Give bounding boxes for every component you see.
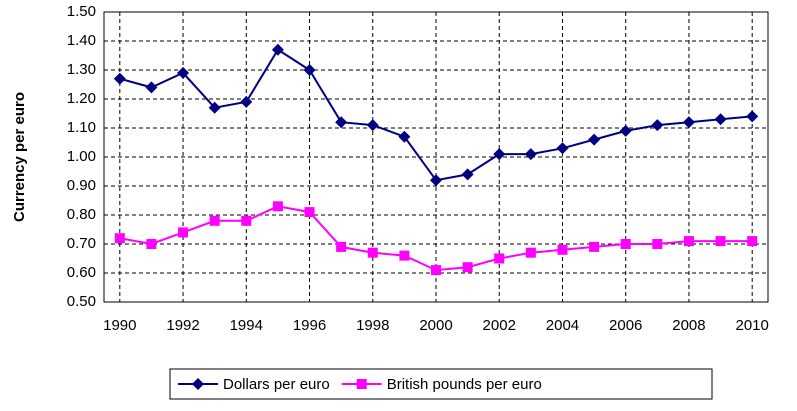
y-tick-label: 1.10 bbox=[67, 119, 96, 136]
data-point bbox=[714, 113, 727, 126]
legend-label: Dollars per euro bbox=[223, 376, 330, 393]
data-point bbox=[557, 244, 568, 255]
data-point bbox=[430, 174, 442, 187]
data-point bbox=[240, 95, 253, 108]
y-tick-label: 0.80 bbox=[67, 206, 96, 223]
data-point bbox=[462, 262, 473, 273]
data-point bbox=[556, 142, 569, 155]
data-point bbox=[588, 133, 601, 146]
x-tick-label: 2006 bbox=[609, 317, 642, 334]
data-point bbox=[620, 239, 631, 249]
data-point bbox=[145, 81, 158, 94]
data-point bbox=[303, 64, 316, 76]
y-tick-label: 0.60 bbox=[67, 264, 96, 281]
data-point bbox=[715, 236, 726, 247]
y-tick-label: 1.00 bbox=[67, 148, 96, 165]
data-point bbox=[431, 265, 441, 276]
data-point bbox=[494, 253, 505, 264]
data-point bbox=[178, 227, 189, 238]
legend-label: British pounds per euro bbox=[387, 376, 542, 393]
data-point bbox=[399, 250, 410, 261]
data-point bbox=[208, 101, 221, 114]
x-tick-label: 2000 bbox=[419, 317, 452, 334]
data-point bbox=[589, 241, 600, 252]
data-point bbox=[272, 201, 283, 212]
y-axis-title: Currency per euro bbox=[11, 92, 28, 222]
legend-marker bbox=[356, 379, 367, 389]
data-point bbox=[493, 148, 506, 161]
data-point bbox=[146, 239, 157, 249]
data-point bbox=[177, 66, 190, 79]
x-tick-label: 2002 bbox=[483, 317, 516, 334]
data-point bbox=[113, 72, 126, 85]
data-point bbox=[366, 119, 379, 132]
data-point bbox=[304, 207, 315, 218]
data-point bbox=[682, 116, 695, 129]
y-tick-label: 1.50 bbox=[67, 3, 96, 20]
data-point bbox=[209, 215, 220, 226]
data-point bbox=[241, 215, 252, 226]
x-tick-label: 2010 bbox=[736, 317, 769, 334]
x-tick-label: 2008 bbox=[672, 317, 705, 334]
data-point bbox=[336, 241, 347, 252]
data-point bbox=[683, 236, 694, 247]
x-tick-label: 1996 bbox=[293, 317, 326, 334]
legend-box bbox=[169, 368, 713, 400]
x-tick-label: 2004 bbox=[546, 317, 579, 334]
data-point bbox=[746, 110, 759, 123]
y-tick-label: 0.90 bbox=[67, 177, 96, 194]
y-tick-label: 1.40 bbox=[67, 32, 96, 49]
data-point bbox=[335, 116, 348, 129]
y-tick-label: 0.70 bbox=[67, 235, 96, 252]
x-tick-label: 1992 bbox=[166, 317, 199, 334]
y-tick-label: 0.50 bbox=[67, 293, 96, 310]
data-point bbox=[619, 124, 632, 137]
data-point bbox=[398, 130, 411, 143]
data-point bbox=[525, 247, 536, 258]
x-tick-label: 1994 bbox=[230, 317, 263, 334]
data-point bbox=[651, 119, 664, 132]
data-point bbox=[652, 239, 663, 249]
data-point bbox=[524, 148, 537, 161]
plot-frame bbox=[103, 11, 769, 303]
y-tick-label: 1.30 bbox=[67, 61, 96, 78]
legend-marker bbox=[192, 378, 204, 390]
data-point bbox=[271, 43, 284, 56]
y-tick-label: 1.20 bbox=[67, 90, 96, 107]
data-point bbox=[367, 247, 378, 258]
data-point bbox=[114, 233, 125, 244]
x-tick-label: 1990 bbox=[103, 317, 136, 334]
data-point bbox=[461, 168, 474, 181]
x-tick-label: 1998 bbox=[356, 317, 389, 334]
data-point bbox=[747, 236, 758, 247]
